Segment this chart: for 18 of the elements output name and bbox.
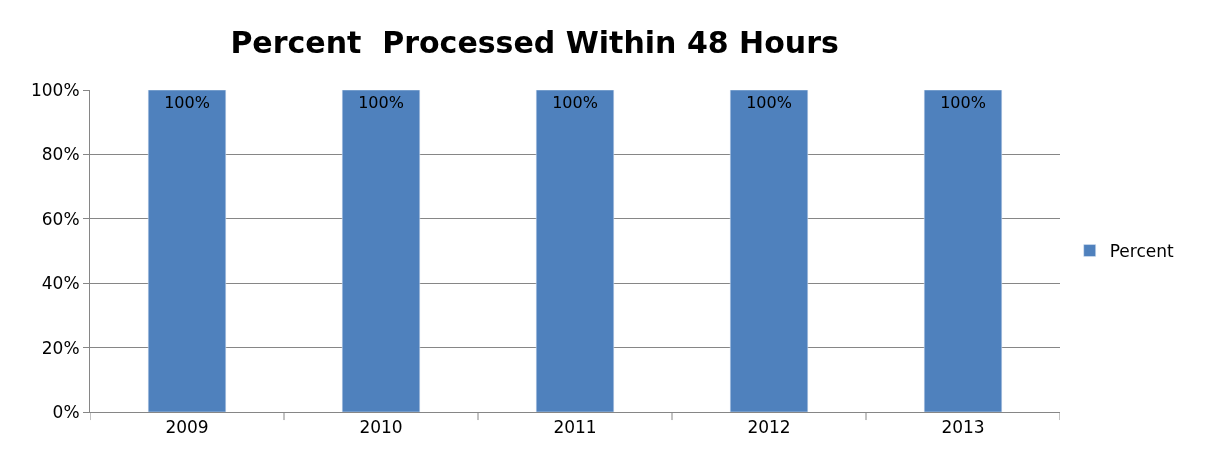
data-label: 100% [746, 93, 792, 112]
y-tick-label: 0% [52, 401, 80, 422]
data-label: 100% [940, 93, 986, 112]
legend-label: Percent [1109, 241, 1174, 262]
y-tick-label: 60% [41, 208, 80, 229]
data-label: 100% [552, 93, 598, 112]
x-tick-label: 2012 [747, 417, 791, 438]
x-tick-label: 2009 [165, 417, 209, 438]
y-tick-label: 100% [30, 79, 80, 100]
x-tick-label: 2011 [553, 417, 597, 438]
data-label: 100% [164, 93, 210, 112]
x-tick-label: 2013 [941, 417, 985, 438]
data-label: 100% [358, 93, 404, 112]
x-tick-label: 2010 [359, 417, 403, 438]
y-tick-label: 20% [41, 337, 80, 358]
chart-title: Percent Processed Within 48 Hours [230, 24, 839, 60]
y-tick-label: 80% [41, 144, 80, 165]
y-tick-label: 40% [41, 273, 80, 294]
